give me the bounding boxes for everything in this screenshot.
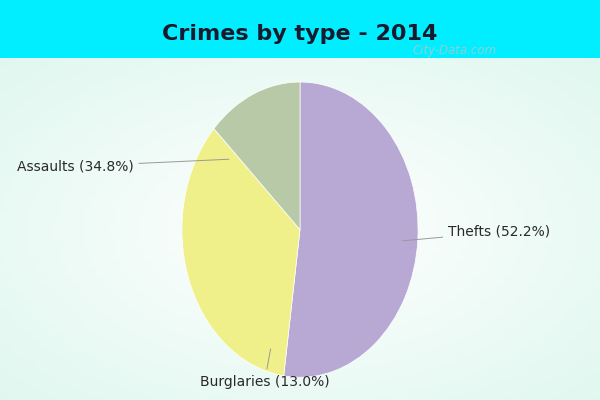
Text: Burglaries (13.0%): Burglaries (13.0%): [200, 349, 329, 388]
Wedge shape: [214, 82, 300, 230]
Wedge shape: [182, 129, 300, 376]
Text: Thefts (52.2%): Thefts (52.2%): [403, 225, 550, 241]
Wedge shape: [284, 82, 418, 377]
Text: Crimes by type - 2014: Crimes by type - 2014: [163, 24, 437, 44]
Text: City-Data.com: City-Data.com: [413, 44, 497, 57]
Text: Assaults (34.8%): Assaults (34.8%): [17, 159, 229, 173]
